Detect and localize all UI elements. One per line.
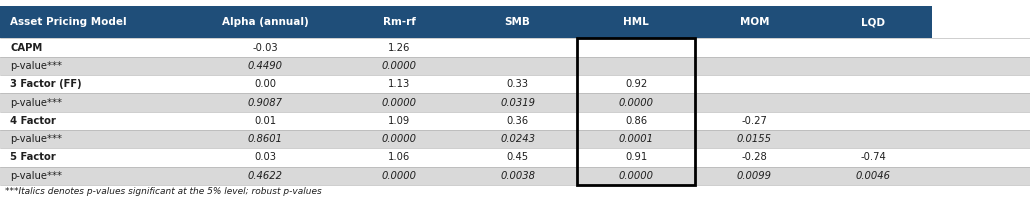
Text: 0.0046: 0.0046 xyxy=(856,171,890,181)
Text: Asset Pricing Model: Asset Pricing Model xyxy=(10,17,127,27)
Text: 0.33: 0.33 xyxy=(507,79,528,89)
Text: 0.91: 0.91 xyxy=(625,152,647,162)
Text: 0.0000: 0.0000 xyxy=(382,171,416,181)
Text: p-value***: p-value*** xyxy=(10,171,62,181)
Bar xyxy=(0,130,1030,148)
Text: 0.4490: 0.4490 xyxy=(248,61,282,71)
Text: 0.0000: 0.0000 xyxy=(619,98,653,108)
Text: 0.8601: 0.8601 xyxy=(248,134,282,144)
Text: 0.00: 0.00 xyxy=(254,79,276,89)
Text: 0.0000: 0.0000 xyxy=(619,171,653,181)
Text: 1.13: 1.13 xyxy=(388,79,410,89)
Text: 0.0243: 0.0243 xyxy=(501,134,535,144)
Text: CAPM: CAPM xyxy=(10,43,42,53)
Text: -0.27: -0.27 xyxy=(742,116,767,126)
Text: p-value***: p-value*** xyxy=(10,134,62,144)
Bar xyxy=(0,112,1030,130)
Bar xyxy=(814,6,932,38)
Bar xyxy=(191,6,340,38)
Text: 0.0155: 0.0155 xyxy=(737,134,771,144)
Text: 0.0000: 0.0000 xyxy=(382,134,416,144)
Text: SMB: SMB xyxy=(505,17,530,27)
Text: p-value***: p-value*** xyxy=(10,61,62,71)
Text: LQD: LQD xyxy=(861,17,885,27)
Bar xyxy=(458,6,577,38)
Text: 0.9087: 0.9087 xyxy=(248,98,282,108)
Text: 1.06: 1.06 xyxy=(388,152,410,162)
Text: Alpha (annual): Alpha (annual) xyxy=(221,17,309,27)
Text: -0.03: -0.03 xyxy=(252,43,278,53)
Bar xyxy=(0,38,1030,57)
Text: 0.92: 0.92 xyxy=(625,79,647,89)
Text: -0.74: -0.74 xyxy=(860,152,886,162)
Bar xyxy=(0,57,1030,75)
Bar xyxy=(695,6,814,38)
Text: 0.86: 0.86 xyxy=(625,116,647,126)
Text: 3 Factor (FF): 3 Factor (FF) xyxy=(10,79,82,89)
Text: ***Italics denotes p-values significant at the 5% level; robust p-values: ***Italics denotes p-values significant … xyxy=(5,187,322,196)
Text: 0.0038: 0.0038 xyxy=(501,171,535,181)
Text: 0.0000: 0.0000 xyxy=(382,61,416,71)
Text: 0.36: 0.36 xyxy=(507,116,528,126)
Text: 4 Factor: 4 Factor xyxy=(10,116,57,126)
Text: 5 Factor: 5 Factor xyxy=(10,152,56,162)
Bar xyxy=(340,6,458,38)
Text: Rm-rf: Rm-rf xyxy=(383,17,415,27)
Bar xyxy=(577,6,695,38)
Text: -0.28: -0.28 xyxy=(742,152,767,162)
Text: p-value***: p-value*** xyxy=(10,98,62,108)
Text: 0.0099: 0.0099 xyxy=(737,171,771,181)
Text: MOM: MOM xyxy=(740,17,769,27)
Text: HML: HML xyxy=(623,17,649,27)
Text: 1.09: 1.09 xyxy=(388,116,410,126)
Text: 0.0001: 0.0001 xyxy=(619,134,653,144)
Bar xyxy=(0,148,1030,167)
Bar xyxy=(0,93,1030,112)
Text: 1.26: 1.26 xyxy=(388,43,410,53)
Bar xyxy=(577,38,695,185)
Text: 0.03: 0.03 xyxy=(254,152,276,162)
Text: 0.4622: 0.4622 xyxy=(248,171,282,181)
Bar xyxy=(0,167,1030,185)
Text: 0.01: 0.01 xyxy=(254,116,276,126)
Text: 0.0000: 0.0000 xyxy=(382,98,416,108)
Text: 0.45: 0.45 xyxy=(507,152,528,162)
Text: 0.0319: 0.0319 xyxy=(501,98,535,108)
Bar xyxy=(0,6,191,38)
Bar xyxy=(0,75,1030,93)
